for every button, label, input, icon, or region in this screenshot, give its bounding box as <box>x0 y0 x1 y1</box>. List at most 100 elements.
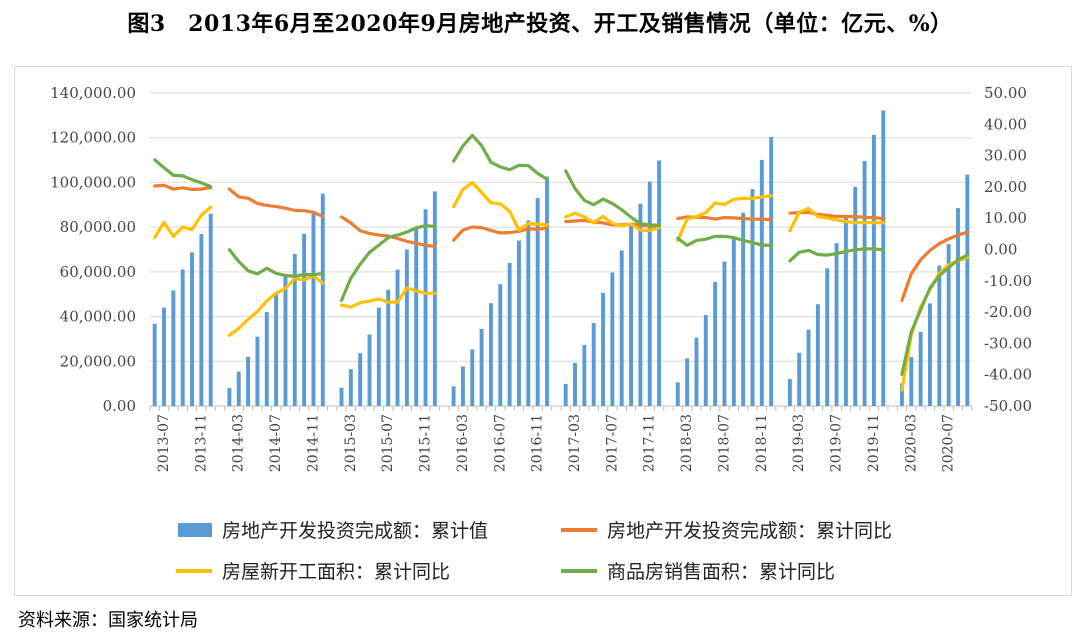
right-axis-tick-label: 40.00 <box>984 115 1027 133</box>
bar <box>152 323 157 406</box>
x-axis-tick-label: 2013-07 <box>156 414 172 472</box>
bar <box>815 304 820 406</box>
bar <box>451 386 456 406</box>
x-axis-tick-label: 2016-07 <box>492 414 508 472</box>
x-axis-tick-label: 2018-11 <box>754 414 770 472</box>
right-axis-tick-label: 20.00 <box>984 178 1027 196</box>
right-axis: -50.00 -40.00 -30.00 -20.00 -10.00 0.00 10.00 2… <box>984 84 1032 415</box>
x-axis-tick-label: 2016-03 <box>455 414 471 472</box>
bar <box>292 253 297 406</box>
bar <box>423 209 428 406</box>
bar <box>610 272 615 406</box>
left-axis-tick-label: 20,000.00 <box>60 352 136 370</box>
legend-label-investment-value: 房地产开发投资完成额：累计值 <box>222 520 488 542</box>
legend: 房地产开发投资完成额：累计值 房地产开发投资完成额：累计同比 房屋新开工面积：累… <box>176 520 892 583</box>
x-axis-tick-label: 2014-11 <box>305 414 321 472</box>
bar <box>404 249 409 406</box>
bar <box>787 378 792 406</box>
x-axis-tick-label: 2013-11 <box>193 414 209 472</box>
bar <box>526 220 531 406</box>
bar <box>460 366 465 406</box>
legend-label-new-starts-yoy: 房屋新开工面积：累计同比 <box>222 561 450 583</box>
left-axis-tick-label: 80,000.00 <box>60 218 136 236</box>
x-axis-tick-label: 2020-07 <box>941 414 957 472</box>
bar <box>769 137 774 406</box>
bar <box>339 387 344 406</box>
x-axis-tick-label: 2017-11 <box>642 414 658 472</box>
x-axis-tick-label: 2016-11 <box>530 414 546 472</box>
bar <box>227 388 232 406</box>
bar <box>731 238 736 406</box>
left-axis-tick-label: 40,000.00 <box>60 308 136 326</box>
bar <box>956 208 960 406</box>
bar <box>283 276 288 406</box>
legend-label-investment-yoy: 房地产开发投资完成额：累计同比 <box>607 520 892 542</box>
bar <box>685 358 690 406</box>
bar <box>171 290 176 406</box>
bar <box>619 250 624 406</box>
left-axis-tick-label: 60,000.00 <box>60 263 136 281</box>
bar <box>535 198 540 406</box>
x-axis-tick-label: 2014-03 <box>231 414 247 472</box>
bar <box>582 344 587 406</box>
bar <box>348 369 353 406</box>
bar <box>358 353 363 406</box>
bar <box>834 243 839 406</box>
bar <box>825 268 830 406</box>
bar <box>750 189 755 406</box>
bar <box>517 240 521 406</box>
bar <box>432 191 437 406</box>
bar <box>937 265 942 406</box>
bar <box>703 315 708 406</box>
bar <box>386 289 391 406</box>
x-axis-tick-label: 2018-03 <box>679 414 695 472</box>
bar <box>563 383 568 406</box>
bar <box>657 160 662 406</box>
left-axis-tick-label: 100,000.00 <box>50 173 136 191</box>
bar <box>909 357 914 406</box>
bar <box>629 225 634 406</box>
bar <box>946 244 951 406</box>
x-axis-tick-label: 2019-03 <box>791 414 807 472</box>
bar-series-investment-value <box>152 110 970 406</box>
bar <box>302 233 307 406</box>
bar <box>853 186 858 406</box>
x-axis-tick-label: 2014-07 <box>268 414 284 472</box>
bar <box>311 213 316 406</box>
bar <box>180 269 185 406</box>
x-axis-tick-label: 2015-03 <box>343 414 359 472</box>
legend-swatch-investment-value <box>178 523 212 537</box>
x-axis-tick-label: 2020-03 <box>903 414 919 472</box>
x-axis-tick-label: 2019-11 <box>866 414 882 472</box>
bar <box>899 383 904 406</box>
bar <box>414 227 419 406</box>
bar <box>722 261 727 406</box>
bar <box>713 281 718 406</box>
right-axis-tick-label: -30.00 <box>984 334 1032 352</box>
x-axis-tick-label: 2017-07 <box>604 414 620 472</box>
bar <box>647 181 652 406</box>
bar <box>498 284 503 406</box>
bar <box>470 349 475 406</box>
figure-title: 图3 2013年6月至2020年9月房地产投资、开工及销售情况（单位：亿元、%） <box>127 11 953 37</box>
bar <box>965 174 970 406</box>
x-axis-tick-label: 2015-11 <box>418 414 434 472</box>
bar <box>395 269 400 406</box>
bar <box>488 303 493 406</box>
bar <box>638 203 643 406</box>
right-axis-tick-label: -40.00 <box>984 366 1032 384</box>
bar <box>507 262 512 406</box>
bar <box>479 328 484 406</box>
line-new-starts-yoy <box>153 180 969 392</box>
right-axis-tick-label: -10.00 <box>984 272 1032 290</box>
bar <box>162 307 166 406</box>
right-axis-tick-label: 10.00 <box>984 209 1027 227</box>
bar <box>320 193 325 406</box>
bar <box>759 159 764 406</box>
source-note: 资料来源：国家统计局 <box>18 610 198 631</box>
bar <box>264 312 269 406</box>
bar <box>694 337 699 406</box>
bar <box>376 307 381 406</box>
x-axis-tick-label: 2019-07 <box>829 414 845 472</box>
legend-label-sales-area-yoy: 商品房销售面积：累计同比 <box>607 561 835 583</box>
